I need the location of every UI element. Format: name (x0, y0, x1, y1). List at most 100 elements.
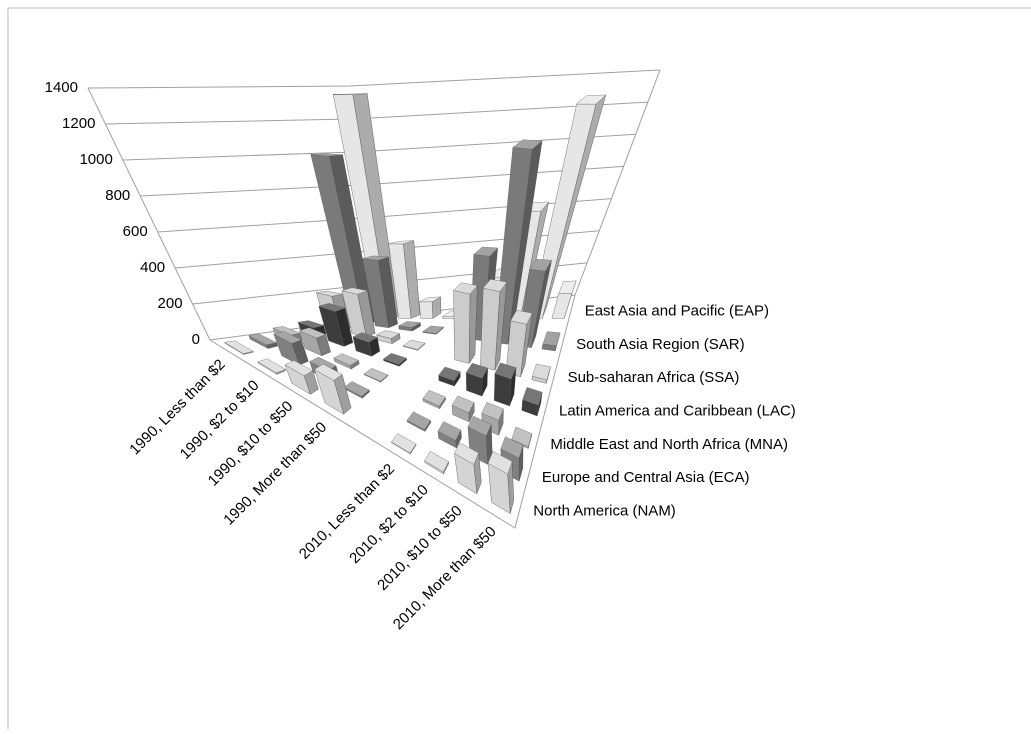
bar-shade (368, 337, 380, 357)
bar-top (382, 353, 407, 365)
bar-top (465, 362, 488, 379)
bar-front (419, 301, 434, 319)
bar-shade (398, 321, 421, 328)
bar-shade (334, 374, 352, 415)
bar-shade (410, 444, 417, 454)
bar-shade (494, 362, 517, 379)
bar (343, 381, 370, 399)
bar-shade (537, 392, 543, 416)
bar (310, 153, 375, 325)
bar (451, 395, 475, 423)
bar-shade (443, 461, 449, 474)
bar-shade (483, 279, 507, 292)
bar-top (362, 255, 389, 261)
bar-top (388, 240, 414, 245)
bar-shade (391, 333, 401, 344)
bar-shade (376, 330, 400, 339)
series-label: Sub-saharan Africa (SSA) (568, 369, 740, 386)
bar (363, 368, 389, 383)
bar-shade (422, 326, 444, 334)
bar-top (298, 327, 327, 339)
bar-shade (412, 322, 421, 331)
series-label: East Asia and Pacific (EAP) (585, 303, 769, 320)
bar-shade (542, 331, 561, 346)
bar-top (500, 436, 524, 459)
bar (454, 442, 482, 495)
bar (424, 450, 449, 475)
bar-shade (318, 303, 345, 312)
bar-top (284, 360, 314, 377)
bar (224, 340, 254, 355)
y-tick-label: 1000 (79, 151, 112, 168)
bar-top (343, 381, 370, 397)
bar-front (493, 373, 512, 407)
bar-top (422, 390, 446, 407)
bar-shade (341, 287, 368, 295)
series-label: South Asia Region (SAR) (576, 336, 744, 353)
bar-top (482, 279, 508, 292)
bar (419, 296, 442, 319)
bar-top (453, 282, 478, 295)
bar-shade (453, 282, 478, 294)
bar-top (298, 320, 325, 329)
x-tick-label: 1990, More than $50 (220, 419, 330, 529)
bar-shade (542, 95, 606, 319)
bar-shade (468, 402, 475, 422)
bar (298, 327, 331, 357)
bar-shade (511, 427, 532, 447)
bar-top (510, 310, 533, 325)
bar-top (398, 321, 421, 328)
bar-top (391, 433, 417, 454)
series-label: Middle East and North Africa (MNA) (550, 436, 788, 453)
axis-line (87, 87, 211, 341)
bar-shade (391, 433, 416, 453)
bar-shade (380, 375, 389, 383)
bar-top (576, 94, 607, 105)
bar-shade (439, 397, 446, 409)
bar-shade (314, 364, 343, 381)
bar-shade (510, 310, 533, 325)
series-label: North America (NAM) (533, 502, 676, 519)
bar-top (473, 246, 499, 257)
x-tick-label: 2010, More than $50 (390, 523, 500, 633)
bar-shade (344, 381, 370, 397)
bar (453, 282, 478, 365)
bar-shade (362, 255, 389, 261)
bar-front (453, 290, 471, 364)
bar-shade (310, 153, 343, 157)
bar (284, 360, 319, 395)
bar-top (481, 402, 504, 421)
bar (465, 362, 488, 397)
bar-top (352, 332, 378, 343)
bar-shade (357, 290, 376, 337)
bar-shade (507, 140, 543, 345)
bar-top (314, 363, 343, 381)
bar-shade (403, 340, 426, 350)
bar (388, 240, 421, 319)
bar-shade (424, 451, 449, 472)
bar-top (333, 353, 359, 366)
bar (467, 415, 493, 465)
bar-shade (243, 351, 254, 355)
bar (248, 333, 278, 349)
y-tick-label: 0 (192, 331, 200, 348)
x-tick-label: 2010, Less than $2 (296, 461, 398, 563)
bar-shade (316, 291, 343, 297)
grid-line (87, 69, 661, 89)
bar-shade (520, 313, 533, 377)
bar-shade (512, 139, 543, 150)
bar-shade (488, 451, 513, 475)
bar (422, 390, 446, 410)
bar-shade (361, 390, 370, 399)
series-label: Europe and Central Asia (ECA) (542, 469, 750, 486)
bar-top (310, 153, 343, 157)
x-tick-label: 1990, Less than $2 (126, 356, 228, 458)
bar-top (273, 331, 302, 344)
bar-shade (383, 353, 407, 365)
bar (531, 363, 551, 384)
bar-shade (481, 402, 504, 421)
bar (273, 331, 309, 366)
bar-shade (224, 340, 253, 354)
bar-shade (424, 420, 431, 432)
bar-shade (467, 416, 492, 436)
